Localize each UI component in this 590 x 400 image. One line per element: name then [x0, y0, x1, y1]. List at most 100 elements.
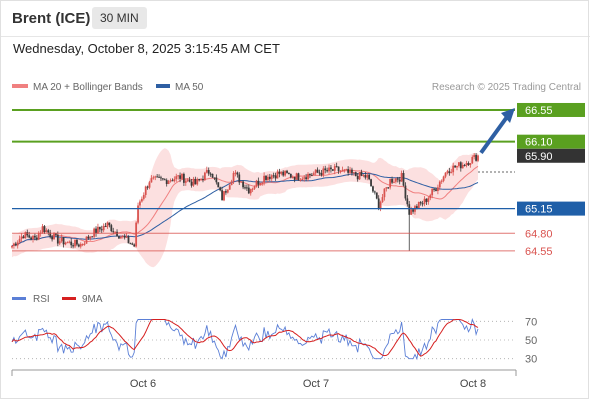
candle-body — [358, 171, 361, 180]
candle-body — [259, 182, 262, 185]
rsi-tick-label: 50 — [525, 335, 537, 347]
candle-body — [465, 163, 468, 166]
candle-body — [433, 188, 435, 190]
candle-body — [70, 241, 73, 246]
candle-body — [133, 244, 136, 247]
ma50-legend-label: MA 50 — [175, 82, 204, 93]
candle-body — [114, 231, 117, 233]
candle-body — [32, 235, 34, 240]
candle-body — [74, 239, 76, 247]
candle-body — [100, 229, 103, 231]
candle-body — [452, 165, 455, 173]
candle-body — [98, 226, 101, 230]
candle-body — [425, 198, 428, 202]
candle-body — [421, 203, 424, 205]
candle-body — [469, 163, 472, 166]
candle-body — [461, 165, 464, 169]
candle-body — [267, 176, 269, 180]
candle-body — [272, 175, 275, 177]
candle-body — [467, 163, 470, 166]
candle-body — [477, 155, 479, 161]
candle-body — [310, 174, 313, 176]
candle-body — [137, 205, 139, 223]
rsi-legend-swatch — [12, 297, 26, 300]
rsi-ma9-line — [11, 319, 479, 357]
candle-body — [169, 180, 172, 182]
candle-body — [442, 176, 445, 181]
candle-body — [219, 187, 222, 191]
ma50-legend-swatch — [156, 84, 170, 88]
candle-body — [152, 177, 155, 179]
candle-body — [276, 171, 279, 179]
last-price-tag — [517, 148, 585, 163]
candle-body — [64, 242, 67, 245]
candle-body — [192, 178, 195, 186]
candle-body — [446, 171, 449, 173]
candle-body — [278, 171, 281, 174]
candle-body — [335, 166, 338, 168]
levels-layer: 66.55 66.10 65.90 65.15 64.80 64.55 — [12, 102, 585, 258]
candle-body — [142, 194, 145, 199]
candle-body — [263, 175, 265, 183]
candle-body — [196, 179, 199, 185]
candle-body — [154, 176, 157, 178]
candle-body — [131, 243, 134, 245]
candle-body — [87, 236, 90, 239]
resistance-label: 66.55 — [525, 105, 553, 117]
candle-body — [345, 169, 348, 171]
candle-body — [221, 190, 223, 201]
candle-body — [333, 166, 336, 171]
resistance-tag — [517, 134, 585, 149]
candle-body — [423, 198, 426, 204]
candle-body — [228, 185, 231, 190]
candle-body — [427, 198, 430, 202]
x-tick-label: Oct 8 — [460, 378, 486, 390]
candle-body — [93, 228, 96, 237]
candle-body — [146, 186, 149, 188]
candle-body — [377, 198, 380, 209]
candle-body — [351, 169, 353, 174]
candle-body — [209, 173, 212, 175]
candle-body — [295, 173, 298, 180]
candle-body — [236, 172, 239, 175]
candle-body — [288, 172, 290, 174]
candle-body — [97, 226, 99, 234]
candle-body — [242, 181, 244, 188]
candle-body — [459, 162, 462, 169]
candle-body — [163, 179, 166, 181]
candle-body — [289, 173, 292, 178]
candle-body — [370, 179, 372, 187]
timeframe-badge[interactable]: 30 MIN — [92, 7, 147, 29]
candle-body — [223, 191, 225, 201]
candle-body — [184, 180, 187, 183]
candle-body — [72, 245, 75, 247]
candle-body — [47, 230, 50, 233]
instrument-title: Brent (ICE) — [12, 10, 91, 27]
candle-body — [366, 174, 369, 178]
candle-body — [215, 177, 218, 183]
resistance-label: 66.10 — [525, 137, 553, 149]
candle-body — [83, 243, 86, 245]
candle-body — [286, 170, 288, 173]
candle-body — [135, 222, 138, 247]
candle-body — [24, 232, 27, 239]
candle-body — [20, 236, 23, 239]
candle-body — [112, 231, 115, 233]
candle-body — [339, 171, 342, 173]
candle-body — [364, 175, 367, 178]
candle-body — [408, 204, 411, 215]
candle-body — [458, 162, 460, 166]
candle-body — [11, 246, 13, 248]
candle-body — [471, 157, 474, 164]
candle-body — [268, 176, 271, 179]
candle-body — [35, 237, 38, 240]
support-label: 64.55 — [525, 246, 553, 258]
pivot-label: 65.15 — [525, 204, 553, 216]
ma20-legend-swatch — [12, 84, 28, 88]
candle-body — [156, 176, 159, 178]
bollinger-band — [12, 148, 478, 268]
candle-body — [463, 165, 466, 167]
candle-body — [328, 167, 330, 172]
candle-body — [104, 226, 107, 228]
